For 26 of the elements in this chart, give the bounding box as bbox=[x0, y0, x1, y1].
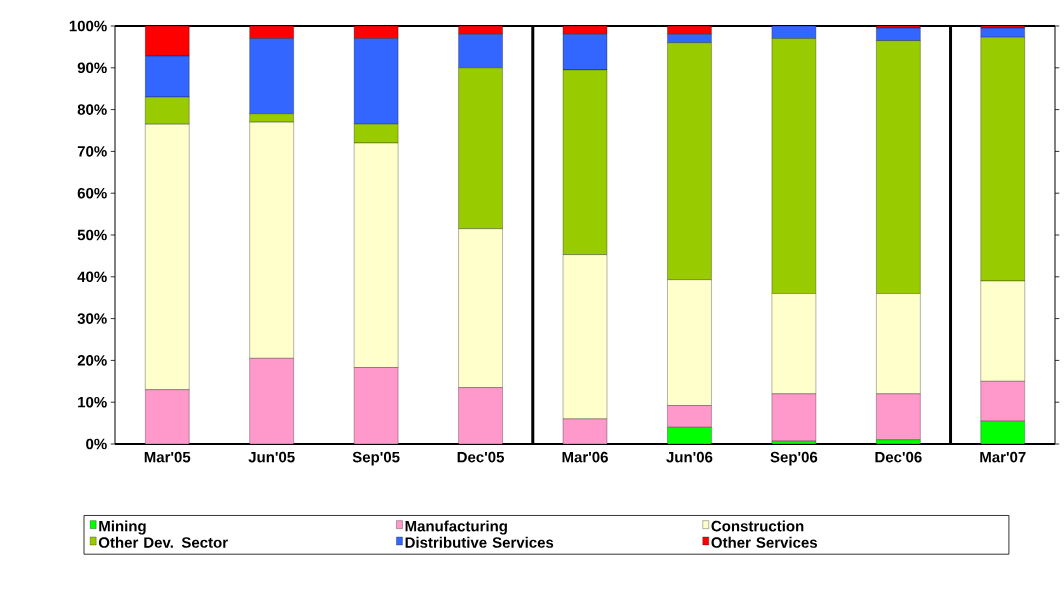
legend-label: Manufacturing bbox=[405, 520, 507, 535]
legend-label: Construction bbox=[711, 520, 804, 532]
x-tick-label: Jun'05 bbox=[248, 451, 295, 463]
x-tick-label: Sep'06 bbox=[770, 451, 818, 466]
x-tick-label: Mar'06 bbox=[562, 451, 608, 463]
y-tick-label: 10% bbox=[78, 396, 107, 408]
legend-label: Other Services bbox=[711, 536, 817, 548]
legend-label: Mining bbox=[99, 520, 146, 535]
y-tick-label: 100% bbox=[69, 20, 107, 32]
legend-label: Distributive Services bbox=[405, 536, 554, 548]
y-tick-label: 60% bbox=[77, 187, 107, 199]
legend-label: Other Dev. Sector bbox=[98, 536, 228, 548]
y-tick-label: 70% bbox=[77, 146, 107, 157]
y-tick-label: 50% bbox=[77, 229, 107, 241]
x-tick-label: Mar'05 bbox=[144, 451, 191, 463]
y-tick-label: 20% bbox=[77, 355, 107, 366]
y-tick-label: 40% bbox=[77, 271, 107, 283]
y-tick-label: 30% bbox=[77, 313, 107, 324]
y-tick-label: 80% bbox=[77, 104, 107, 115]
x-tick-label: Jun'06 bbox=[666, 451, 713, 463]
y-tick-label: 0% bbox=[86, 438, 107, 450]
x-tick-label: Mar'07 bbox=[980, 451, 1026, 463]
x-tick-label: Sep'05 bbox=[352, 451, 400, 466]
x-tick-label: Dec'05 bbox=[457, 451, 505, 463]
x-tick-label: Dec'06 bbox=[875, 451, 922, 463]
y-tick-label: 90% bbox=[77, 62, 107, 74]
